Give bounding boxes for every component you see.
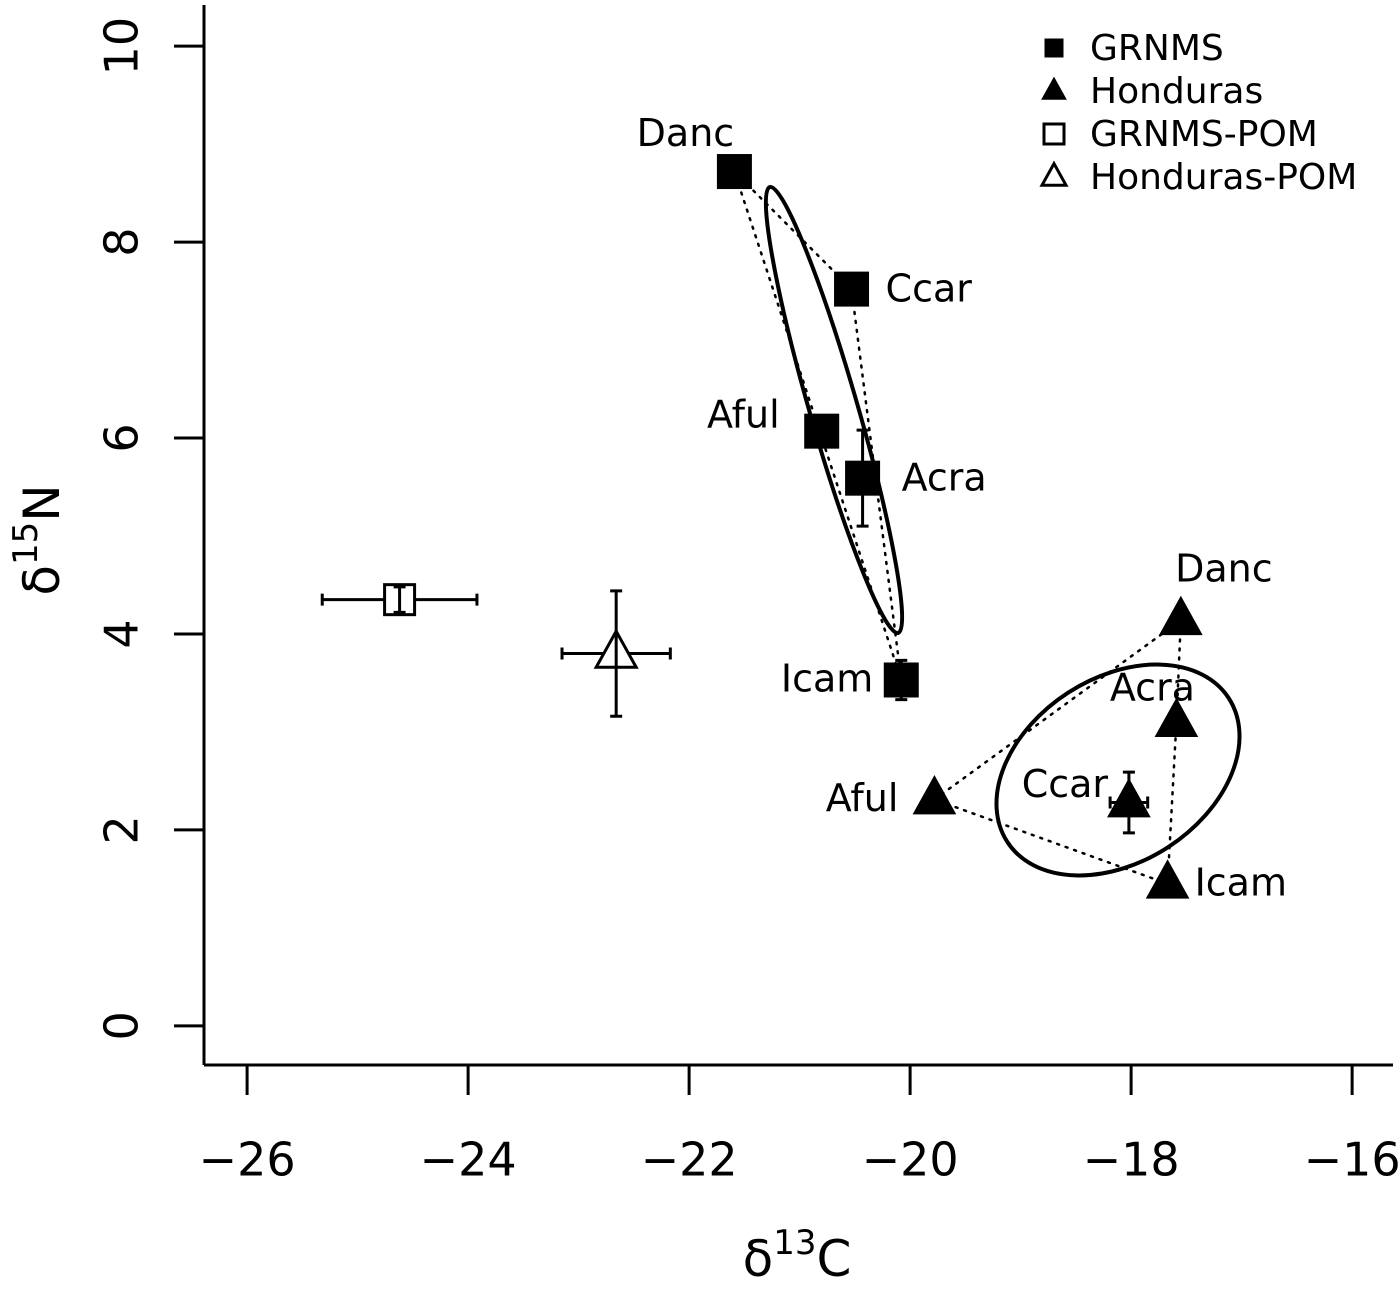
y-title-superscript: 15 [6, 522, 46, 565]
y-title-symbol: δ [13, 565, 71, 596]
legend-marker [1039, 160, 1069, 187]
point-label: Danc [1175, 547, 1273, 591]
x-tick-label: −18 [1083, 1133, 1180, 1187]
x-tick-label: −24 [420, 1133, 517, 1187]
x-title-superscript: 13 [773, 1223, 816, 1263]
point-label: Acra [902, 456, 987, 500]
point [912, 775, 957, 815]
point-label: Icam [1195, 860, 1287, 904]
legend-marker [1044, 38, 1064, 58]
y-title-letter: N [13, 484, 71, 521]
legend-label: Honduras-POM [1090, 157, 1357, 198]
x-tick-label: −22 [641, 1133, 738, 1187]
y-axis-title: δ15N [6, 484, 71, 595]
legend-label: GRNMS [1090, 28, 1224, 69]
point [1158, 595, 1203, 636]
y-error-bar [610, 589, 623, 718]
point [716, 154, 752, 190]
y-tick-label: 10 [95, 17, 149, 76]
y-error-bar [393, 585, 406, 614]
point-label: Danc [637, 111, 735, 155]
x-title-letter: C [816, 1230, 851, 1288]
point-label: Acra [1110, 666, 1195, 710]
y-error-bar [856, 428, 869, 528]
y-tick-label: 0 [95, 1011, 149, 1040]
legend-marker [1042, 122, 1066, 146]
point-label: Ccar [1022, 762, 1109, 806]
x-tick-label: −20 [862, 1133, 959, 1187]
x-axis-title: δ13C [743, 1223, 852, 1288]
point [1154, 697, 1199, 737]
y-error-bar [1161, 877, 1174, 891]
y-tick-label: 2 [95, 815, 149, 844]
legend-marker [1041, 76, 1067, 100]
point [804, 413, 840, 449]
point-label: Aful [826, 776, 899, 820]
y-tick-label: 6 [95, 423, 149, 452]
legend-label: Honduras [1090, 71, 1263, 112]
point-label: Icam [781, 656, 873, 700]
x-tick-label: −26 [199, 1133, 296, 1187]
honduras-ellipse [994, 662, 1242, 878]
x-title-symbol: δ [743, 1230, 774, 1288]
y-tick-label: 8 [95, 227, 149, 256]
y-error-bar [895, 658, 908, 702]
legend-label: GRNMS-POM [1090, 114, 1318, 155]
point-label: Ccar [886, 267, 973, 311]
point-label: Aful [707, 393, 780, 437]
point [834, 271, 870, 307]
y-tick-label: 4 [95, 619, 149, 648]
x-tick-label: −16 [1304, 1133, 1400, 1187]
y-error-bar [1122, 770, 1135, 835]
